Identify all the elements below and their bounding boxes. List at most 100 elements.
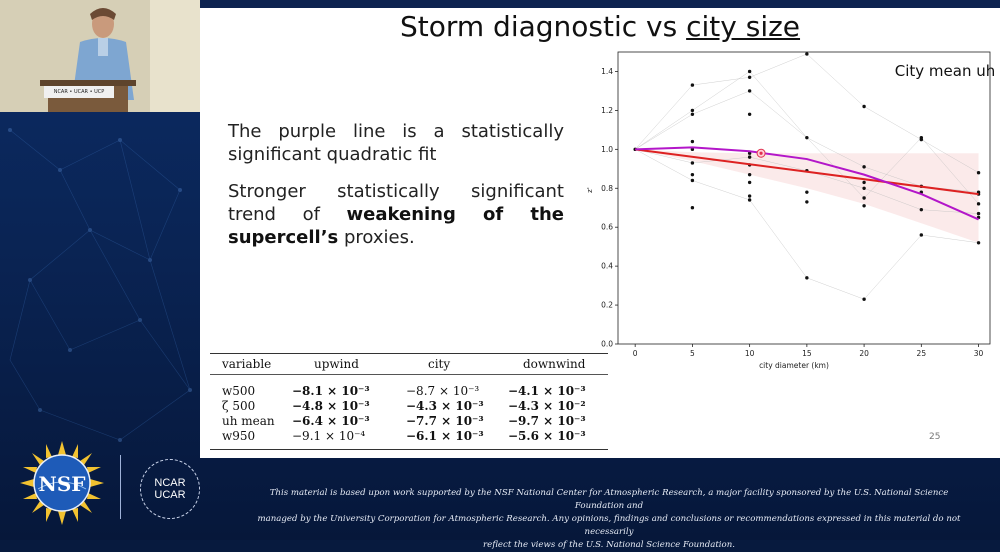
y-tick-label: 0.6 [601,223,613,232]
funding-disclaimer: This material is based upon work support… [248,487,970,552]
data-point [690,108,695,113]
disclaimer-line-3: reflect the views of the U.S. National S… [483,540,735,550]
table-cell-city: −8.7 × 10⁻³ [406,384,480,398]
nsf-logo-text: NSF [39,472,86,496]
ncar-ucar-logo: NCAR UCAR [140,459,200,519]
table-cell-upwind: −8.1 × 10⁻³ [292,384,370,398]
data-point [805,276,809,280]
data-point [690,139,695,144]
paragraph-2-end: proxies. [338,227,415,248]
table-cell-city: −7.7 × 10⁻³ [406,414,484,428]
paragraph-2-bold: weakening of the supercell’s [228,204,564,248]
header-variable: variable [222,357,272,371]
y-tick-label: 1.0 [601,145,613,154]
y-tick-label: 1.2 [601,106,613,115]
table-rule-top [210,353,608,354]
title-text: Storm diagnostic vs [399,10,687,43]
title-underlined: city size [686,10,801,43]
city-mean-uh-chart: 0 5 10 15 20 25 30 0.0 0.2 0.4 0.6 0.8 1.0 1.2 1.4 city… [586,51,995,370]
speaker-figure [0,0,200,112]
data-point [976,170,981,175]
table-cell-city: −4.3 × 10⁻³ [406,399,484,413]
ucar-label: UCAR [154,489,186,501]
data-point [862,165,866,169]
y-tick-label: 0.8 [601,184,613,193]
data-point [747,112,752,116]
data-point [690,161,695,165]
data-point [976,211,981,216]
table-cell-upwind: −6.4 × 10⁻³ [292,414,370,428]
slide-body: The purple line is a statistically signi… [228,120,564,263]
y-tick-label: 0.0 [601,340,613,349]
paragraph-2-start: Stronger statistically significant trend… [228,181,564,225]
y-tick-label: 0.2 [601,301,613,310]
data-point [805,190,809,194]
y-tick-label: 0.4 [601,262,613,271]
table-header: variable upwind city downwind [210,354,608,372]
paragraph-2: Stronger statistically significant trend… [228,180,564,249]
data-point [805,135,809,140]
ncar-label: NCAR [154,477,186,489]
table-body: w500 −8.1 × 10⁻³ −8.7 × 10⁻³ −4.1 × 10⁻³ ζ 5… [210,384,608,444]
confidence-band [635,149,979,243]
table-cell-variable: uh mean [222,414,275,428]
quadratic-fit-line [635,146,979,221]
paragraph-1: The purple line is a statistically signi… [228,121,564,165]
results-table: variable upwind city downwind w500 −8.1 ×… [210,353,608,450]
data-point [747,198,752,202]
chart-title: City mean uh [895,62,995,80]
header-city: city [428,357,451,371]
slide: Storm diagnostic vs city size The purple… [200,8,1000,458]
data-point [805,200,809,204]
x-tick-label: 30 [974,349,984,358]
data-point [690,83,695,87]
data-point [747,155,752,159]
data-point [919,207,924,212]
data-point [862,180,866,185]
table-cell-downwind: −4.1 × 10⁻³ [508,384,586,398]
table-cell-variable: w500 [222,384,256,398]
data-point [747,172,752,177]
data-point [747,180,752,185]
plot-frame [617,51,991,345]
table-cell-downwind: −4.3 × 10⁻² [508,399,586,413]
top-band [200,0,1000,8]
table-row: w500 −8.1 × 10⁻³ −8.7 × 10⁻³ −4.1 × 10⁻³ [210,384,608,399]
x-tick-label: 0 [633,349,638,358]
data-point [862,196,866,200]
data-point [919,137,924,142]
data-point [919,233,924,237]
table-cell-upwind: −4.8 × 10⁻³ [292,399,370,413]
data-point [747,194,752,198]
table-cell-downwind: −9.7 × 10⁻³ [508,414,586,428]
data-point [690,112,695,116]
data-point [690,206,695,210]
data-point [805,52,809,56]
data-point [690,178,695,183]
y-axis-label: z' [586,187,594,193]
header-upwind: upwind [314,357,359,371]
table-cell-variable: ζ 500 [222,399,256,413]
table-cell-upwind: −9.1 × 10⁻⁴ [292,429,366,443]
header-downwind: downwind [523,357,586,371]
linear-fit-line [635,148,979,196]
data-point [747,89,752,93]
disclaimer-line-2: managed by the University Corporation fo… [257,514,961,537]
x-tick-label: 15 [802,349,812,358]
disclaimer-line-1: This material is based upon work support… [269,488,949,511]
data-point [976,202,981,206]
data-point [862,204,866,208]
data-point [747,75,752,80]
table-rule-bottom [210,449,608,450]
slide-title: Storm diagnostic vs city size [200,10,1000,43]
data-point [690,172,695,177]
table-rule-mid [210,374,608,375]
x-tick-label: 5 [690,349,695,358]
nsf-logo: NSF [20,441,104,525]
nameplate: NCAR • UCAR • UCP [44,86,114,98]
table-row: w950 −9.1 × 10⁻⁴ −6.1 × 10⁻³ −5.6 × 10⁻³ [210,429,608,444]
page-number: 25 [929,432,941,442]
table-cell-city: −6.1 × 10⁻³ [406,429,484,443]
x-axis-label: city diameter (km) [759,361,829,370]
data-point [690,147,695,152]
